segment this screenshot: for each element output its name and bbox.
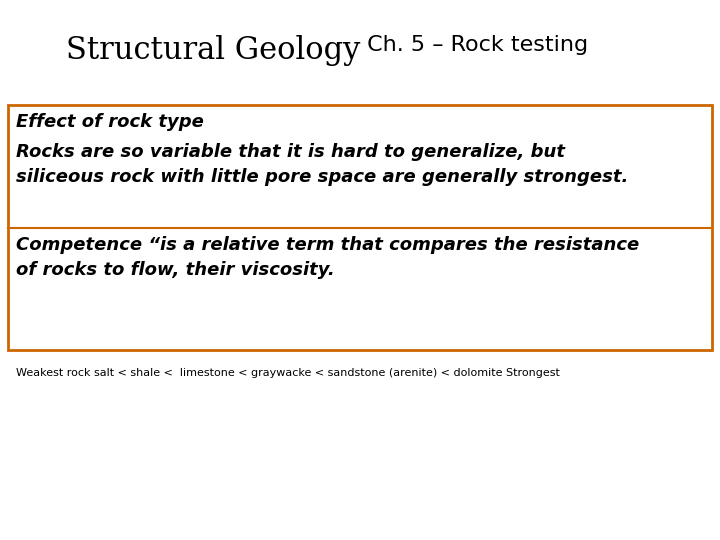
Text: Effect of rock type: Effect of rock type [16, 113, 204, 131]
Text: Weakest rock salt < shale <  limestone < graywacke < sandstone (arenite) < dolom: Weakest rock salt < shale < limestone < … [16, 368, 560, 378]
Bar [8, 105, 712, 350]
Text: Ch. 5 – Rock testing: Ch. 5 – Rock testing [360, 35, 588, 55]
Text: Rocks are so variable that it is hard to generalize, but
siliceous rock with lit: Rocks are so variable that it is hard to… [16, 143, 629, 186]
Text: Structural Geology: Structural Geology [66, 35, 360, 66]
Text: Competence “is a relative term that compares the resistance
of rocks to flow, th: Competence “is a relative term that comp… [16, 236, 639, 279]
